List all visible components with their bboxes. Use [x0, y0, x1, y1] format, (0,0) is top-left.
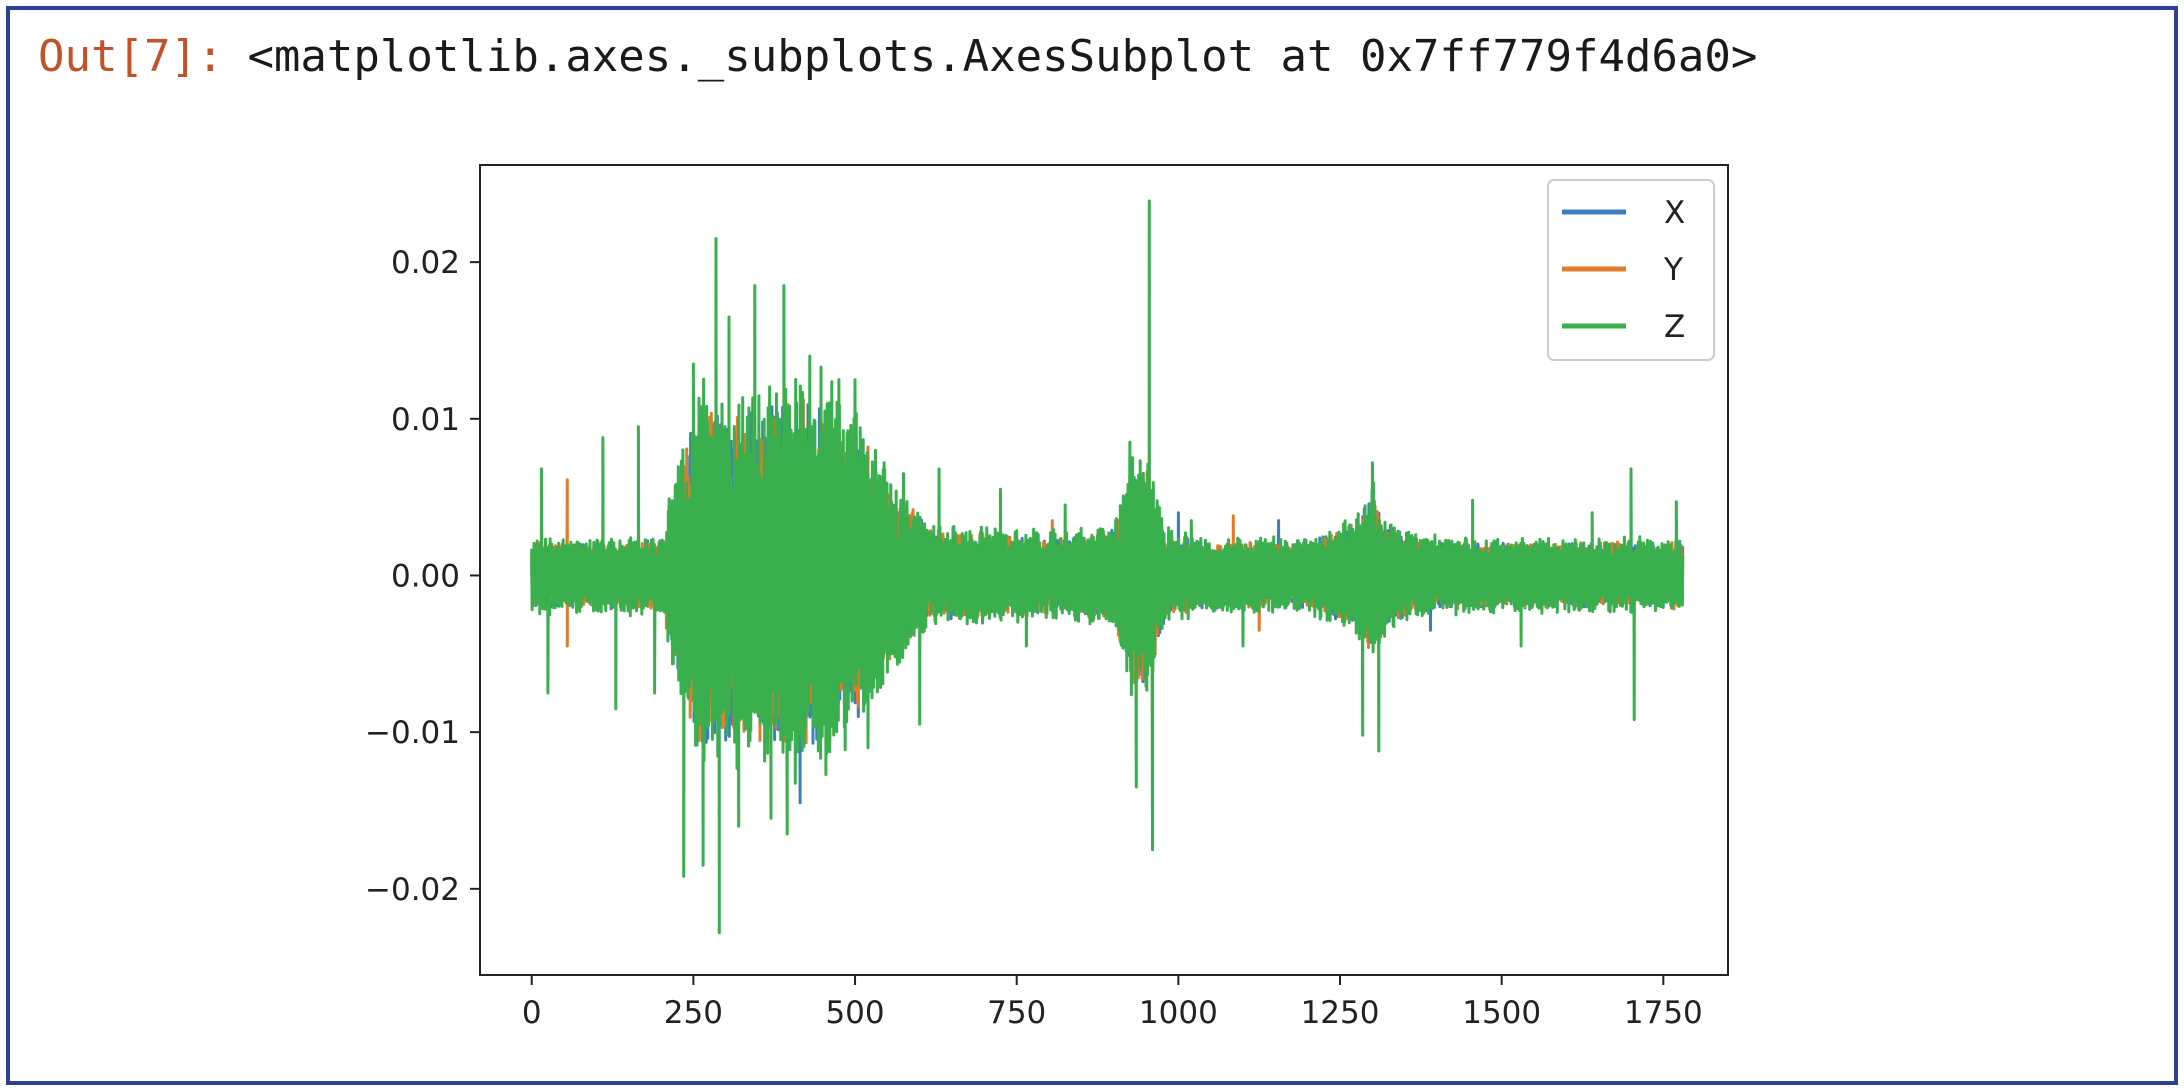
legend-label-Y: Y: [1663, 252, 1683, 288]
axes-frame: [479, 164, 1729, 976]
series-layer: [530, 199, 1685, 935]
x-tick-label: 250: [664, 995, 723, 1031]
x-tick-label: 500: [825, 995, 884, 1031]
output-repr-text: <matplotlib.axes._subplots.AxesSubplot a…: [247, 31, 1758, 82]
x-tick-label: 1000: [1139, 995, 1218, 1031]
legend-box: [1547, 179, 1715, 361]
legend: XYZ: [1547, 179, 1715, 361]
y-tick-label: −0.01: [365, 715, 460, 751]
x-tick-label: 1250: [1301, 995, 1380, 1031]
y-tick-label: 0.02: [391, 245, 460, 281]
legend-label-X: X: [1664, 195, 1685, 231]
output-row: Out[7]: <matplotlib.axes._subplots.AxesSu…: [38, 22, 1757, 92]
series-line-Z: [530, 199, 1685, 935]
y-tick-label: −0.02: [365, 872, 460, 908]
x-tick-label: 750: [987, 995, 1046, 1031]
ticks-layer: 0 250 500 750 1000 1250 1500 1750 −0.02 −0.01 0.00…: [365, 245, 1703, 1031]
y-tick-label: 0.01: [391, 402, 460, 438]
x-tick-label: 1500: [1462, 995, 1541, 1031]
output-prompt: Out[7]:: [38, 31, 224, 82]
x-tick-label: 1750: [1624, 995, 1703, 1031]
x-tick-label: 0: [522, 995, 542, 1031]
y-tick-label: 0.00: [391, 558, 460, 594]
legend-label-Z: Z: [1664, 309, 1685, 345]
